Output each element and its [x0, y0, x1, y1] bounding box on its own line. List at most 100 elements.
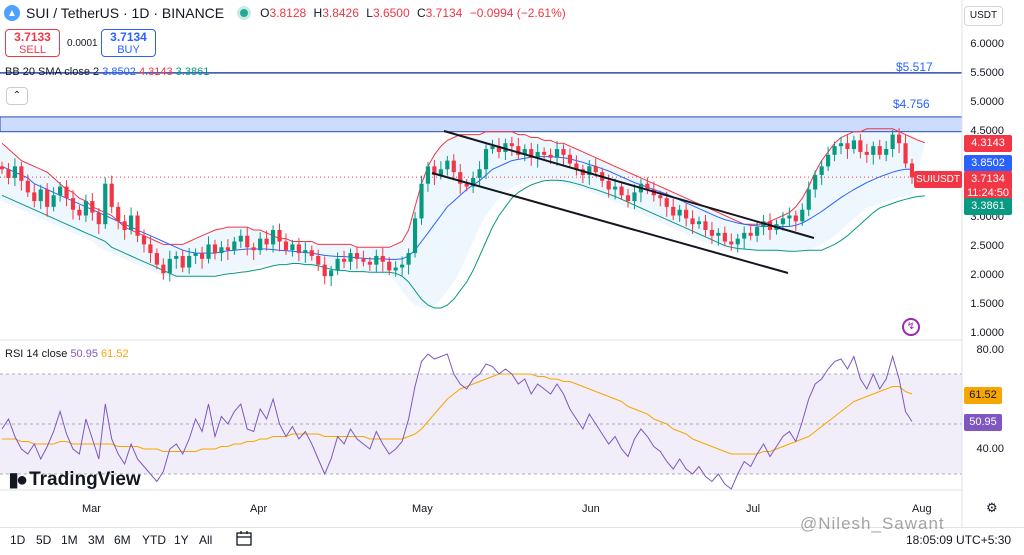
sell-label: SELL [19, 44, 46, 56]
candle [432, 166, 437, 176]
candle [406, 253, 411, 265]
calendar-icon[interactable] [236, 530, 254, 547]
candle [296, 244, 301, 254]
ohlc-values: O3.8128 H3.8426 L3.6500 C3.7134 −0.0994 … [260, 6, 566, 20]
candle [135, 215, 140, 236]
timeframe-1d[interactable]: 1D [10, 533, 26, 547]
price-axis-label: 2.5000 [970, 240, 1004, 253]
spread-value: 0.0001 [67, 38, 98, 49]
candle [348, 253, 353, 262]
candle [897, 134, 902, 144]
candle [625, 195, 631, 202]
candle [800, 209, 805, 222]
currency-selector[interactable]: USDT [964, 6, 1003, 26]
level-label-mid: $4.756 [893, 97, 930, 111]
tradingview-logo: ▮● TradingView [8, 467, 141, 492]
candle [826, 154, 831, 167]
candle [412, 218, 418, 254]
candle [587, 166, 592, 176]
candle [380, 255, 385, 262]
candle [58, 186, 63, 196]
candle [709, 229, 715, 236]
candle [148, 244, 153, 254]
candle [116, 206, 121, 222]
candle [309, 250, 314, 256]
timeframe-1m[interactable]: 1M [61, 533, 78, 547]
candle [219, 247, 224, 254]
candle [109, 183, 114, 207]
rsi-ma-line [2, 373, 913, 455]
candle [90, 201, 95, 213]
tv-logo-icon: ▮● [8, 469, 28, 491]
timeframe-6m[interactable]: 6M [114, 533, 131, 547]
candle [12, 166, 17, 178]
candle [542, 151, 547, 155]
candle [83, 201, 88, 216]
candle [696, 221, 702, 225]
level-label-high: $5.517 [896, 60, 933, 74]
resistance-zone [0, 116, 963, 133]
candle [167, 258, 172, 274]
buy-button[interactable]: 3.7134 BUY [101, 29, 156, 57]
chevron-up-icon: ⌃ [12, 90, 22, 101]
candle [96, 212, 101, 225]
candle [277, 229, 282, 242]
candle [871, 146, 876, 155]
candle [535, 151, 540, 158]
rsi-legend[interactable]: RSI 14 close 50.95 61.52 [5, 348, 129, 360]
symbol-header[interactable]: ▲ SUI / TetherUS · 1D · BINANCE O3.8128 … [4, 5, 570, 21]
candle [445, 160, 450, 170]
watermark: @Nilesh_Sawant [800, 514, 945, 533]
candle [122, 221, 127, 230]
candle [471, 177, 476, 187]
last-price-tag: 3.7134 [964, 171, 1012, 188]
candle [238, 235, 243, 242]
time-axis-label: Apr [250, 503, 268, 515]
candle [199, 253, 205, 259]
timeframe-all[interactable]: All [199, 533, 213, 547]
bb-upper-value: 4.3143 [138, 66, 173, 78]
candle [671, 206, 676, 216]
candle [193, 253, 198, 256]
candle [483, 149, 489, 170]
countdown-tag: 11:24:50 [964, 185, 1012, 202]
candle [251, 247, 256, 251]
bb-basis-tag: 3.8502 [964, 155, 1012, 172]
candle [425, 166, 431, 184]
candle [851, 140, 856, 150]
candle [64, 186, 69, 199]
price-chart[interactable] [0, 0, 1024, 527]
candle [206, 244, 211, 259]
timeframe-3m[interactable]: 3M [88, 533, 105, 547]
candle [593, 166, 598, 173]
candle [329, 270, 334, 277]
bb-basis-value: 3.8502 [102, 66, 136, 78]
price-axis-label: 5.0000 [970, 95, 1004, 108]
candle [516, 146, 521, 155]
timeframe-5d[interactable]: 5D [36, 533, 52, 547]
flash-icon[interactable]: ↯ [902, 318, 920, 336]
symbol-title[interactable]: SUI / TetherUS · 1D · BINANCE [26, 5, 225, 21]
bb-legend[interactable]: BB 20 SMA close 2 3.8502 4.3143 3.3861 [5, 66, 209, 78]
rsi-tag: 50.95 [964, 414, 1002, 431]
sell-button[interactable]: 3.7133 SELL [5, 29, 60, 57]
bottom-toolbar [0, 527, 1024, 555]
clock[interactable]: 18:05:09 UTC+5:30 [906, 533, 1012, 547]
candle [509, 143, 514, 147]
time-axis-label: Aug [912, 503, 932, 515]
timeframe-1y[interactable]: 1Y [174, 533, 189, 547]
time-axis-label: May [412, 503, 433, 515]
candle [361, 258, 366, 262]
candle [722, 232, 727, 242]
candle [103, 183, 108, 225]
candle [690, 218, 695, 225]
trendline-upper [443, 130, 815, 239]
candle [70, 198, 76, 210]
collapse-legend-button[interactable]: ⌃ [6, 87, 28, 105]
timeframe-ytd[interactable]: YTD [142, 533, 166, 547]
bb-name: BB 20 SMA close 2 [5, 66, 100, 78]
candle [832, 146, 837, 155]
candle [25, 180, 30, 193]
bb-upper-tag: 4.3143 [964, 135, 1012, 152]
settings-gear-icon[interactable]: ⚙ [986, 500, 998, 515]
